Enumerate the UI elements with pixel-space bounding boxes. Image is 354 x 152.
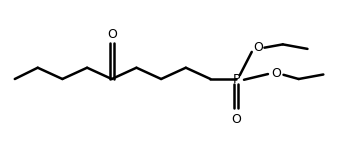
Text: P: P bbox=[233, 73, 240, 86]
Text: O: O bbox=[271, 67, 281, 80]
Text: O: O bbox=[253, 41, 263, 54]
Text: O: O bbox=[107, 28, 117, 41]
Text: O: O bbox=[231, 113, 241, 126]
